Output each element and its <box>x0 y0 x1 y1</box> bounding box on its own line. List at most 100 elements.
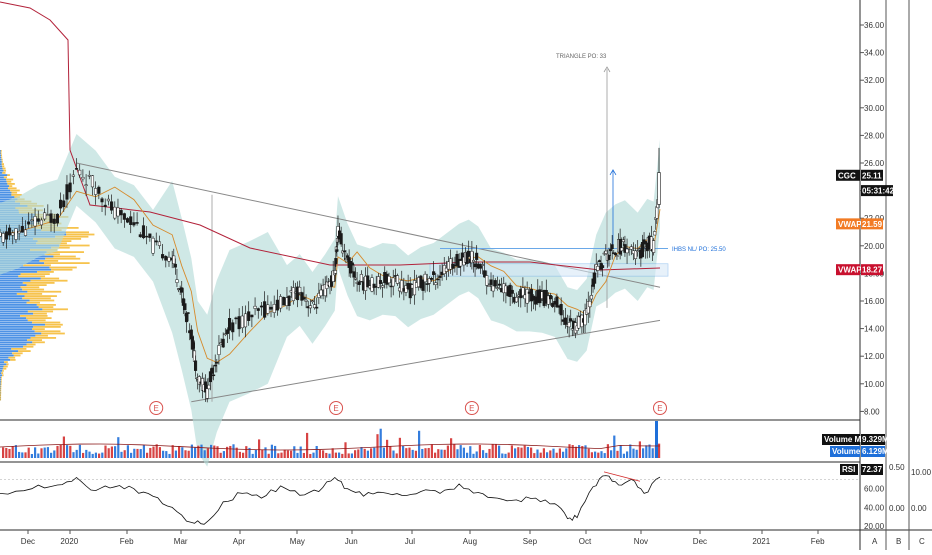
volume-profile-bar-up <box>0 370 3 372</box>
annotations[interactable]: TRIANGLE PO: 33 IHBS NL/ PO: 25.50 <box>556 54 726 253</box>
candle-body <box>604 250 608 254</box>
candle-body <box>359 274 363 282</box>
candle-body <box>563 317 567 325</box>
volume-bar <box>514 448 517 458</box>
vwap-anchored-line <box>0 1 661 271</box>
volume-bar <box>171 445 174 458</box>
candle-body <box>180 287 184 293</box>
axis-buttons[interactable]: A B C <box>872 537 925 546</box>
rsi-divergence-line[interactable] <box>603 471 641 482</box>
volume-profile-bar-down <box>10 359 16 361</box>
candle-body <box>634 250 638 259</box>
price-tick-label: 16.00 <box>864 297 885 306</box>
volume-profile-bar-down <box>66 233 95 236</box>
volume-bar <box>360 447 363 458</box>
volume-bar <box>549 450 552 458</box>
price-tick-label: 28.00 <box>864 131 885 140</box>
candle-body <box>548 295 553 300</box>
volume-bar <box>181 447 184 458</box>
volume-profile-bar-down <box>22 288 45 291</box>
volume-profile-bar-down <box>7 187 17 190</box>
volume-profile-bar-down <box>1 161 3 163</box>
earnings-marker[interactable] <box>464 401 479 415</box>
volume-bar <box>597 452 600 458</box>
volume-bar <box>56 445 59 458</box>
volume-bar <box>469 446 472 458</box>
candle-body <box>173 263 177 268</box>
ihbs-po-label[interactable]: IHBS NL/ PO: 25.50 <box>672 247 726 253</box>
earnings-marker-label[interactable]: E <box>154 404 159 413</box>
candle-body <box>391 277 395 287</box>
candle-body <box>234 317 238 320</box>
volume-profile-bar-up <box>0 293 17 295</box>
volume-profile-bar-down <box>13 354 21 357</box>
rsi-pane[interactable]: 60.00 40.00 20.00 <box>0 471 885 531</box>
time-tick-label: Jul <box>405 537 415 546</box>
candle-body <box>65 184 69 200</box>
candle-body <box>135 222 139 224</box>
candle-body <box>43 212 47 220</box>
volume-bar <box>91 453 94 458</box>
volume-profile-bar-up <box>0 301 27 304</box>
earnings-marker-label[interactable]: E <box>657 404 662 413</box>
triangle-po-arrowhead[interactable] <box>603 66 611 73</box>
breakout-zone[interactable] <box>429 263 669 277</box>
candle-body <box>525 289 529 304</box>
candle-body <box>459 260 463 267</box>
candle-body <box>225 329 229 334</box>
volume-bar <box>632 448 635 458</box>
candle-body <box>425 283 429 285</box>
axis-button-c[interactable]: C <box>919 537 925 546</box>
volume-bar <box>491 444 494 458</box>
price-badge-value-box <box>861 264 883 276</box>
triangle-lower-line[interactable] <box>191 319 661 403</box>
volume-bar <box>498 445 501 458</box>
volume-bar <box>379 428 382 458</box>
earnings-marker[interactable] <box>149 401 164 415</box>
ihbs-arrowhead[interactable] <box>609 169 617 176</box>
candle-body <box>183 303 187 311</box>
volume-bar <box>312 452 315 458</box>
volume-profile-bar-up <box>0 284 27 286</box>
osc2-tick-0: 0.50 <box>889 463 905 472</box>
volume-profile-bar-down <box>36 304 56 306</box>
candle-body <box>357 281 361 285</box>
triangle-po-label[interactable]: TRIANGLE PO: 33 <box>556 54 607 60</box>
candle-body <box>164 255 168 261</box>
candle-body <box>555 296 559 308</box>
time-axis[interactable]: Dec 2020 Feb Mar Apr May Jun Jul Aug Sep Oct Nov Dec… <box>21 530 825 546</box>
bollinger-band-area <box>0 134 660 467</box>
volume-bar <box>555 452 558 458</box>
rsi-line[interactable] <box>0 475 661 525</box>
candle-body <box>247 311 251 321</box>
volume-bar <box>299 446 302 458</box>
axis-button-b[interactable]: B <box>896 537 901 546</box>
earnings-marker-label[interactable]: E <box>469 404 474 413</box>
volume-profile-bar-down <box>33 312 47 315</box>
volume-bar <box>146 452 149 458</box>
volume-bar <box>443 449 446 458</box>
earnings-marker[interactable] <box>329 401 344 415</box>
candle-body <box>551 302 555 307</box>
volume-profile-bar-down <box>0 387 2 390</box>
price-badge-value: 05:31:42 <box>862 187 895 196</box>
volume-bar <box>40 448 43 458</box>
volume-profile-bar-up <box>0 198 18 201</box>
axis-button-a[interactable]: A <box>872 537 878 546</box>
volume-bar <box>152 446 155 458</box>
volume-bar <box>110 446 113 458</box>
volume-ma-label: Volume MA <box>824 435 867 444</box>
volume-bar <box>440 449 443 458</box>
candle-body <box>429 277 434 280</box>
price-tick-label: 12.00 <box>864 352 885 361</box>
volume-bar <box>546 452 549 458</box>
volume-bar <box>344 442 347 458</box>
price-badge-value: 21.59 <box>862 220 883 229</box>
earnings-marker-label[interactable]: E <box>333 404 338 413</box>
volume-profile-bar-up <box>0 330 35 333</box>
earnings-marker[interactable] <box>653 401 667 415</box>
volume-profile-bar-down <box>6 180 12 183</box>
volume-bar <box>594 451 597 458</box>
